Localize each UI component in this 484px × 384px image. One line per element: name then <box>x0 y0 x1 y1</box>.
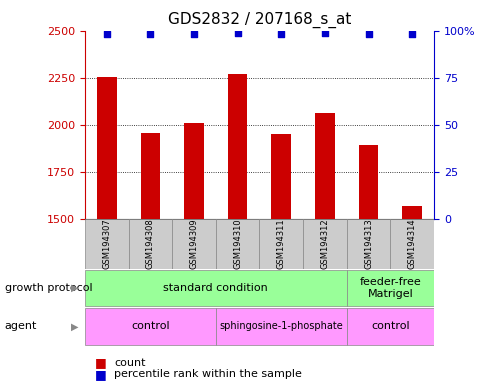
Point <box>364 31 372 38</box>
Bar <box>172 219 215 269</box>
Bar <box>358 146 378 384</box>
Text: GSM194311: GSM194311 <box>276 218 285 269</box>
Bar <box>302 219 346 269</box>
Text: control: control <box>131 321 169 331</box>
Bar <box>215 308 346 345</box>
Bar <box>97 77 116 384</box>
Text: ■: ■ <box>94 368 106 381</box>
Text: agent: agent <box>5 321 37 331</box>
Bar <box>346 270 433 306</box>
Point <box>233 30 241 36</box>
Bar <box>259 219 302 269</box>
Bar <box>346 219 390 269</box>
Text: control: control <box>370 321 409 331</box>
Text: GSM194310: GSM194310 <box>233 218 242 269</box>
Text: sphingosine-1-phosphate: sphingosine-1-phosphate <box>219 321 343 331</box>
Bar <box>315 113 334 384</box>
Bar <box>227 74 247 384</box>
Point <box>190 31 197 38</box>
Text: GSM194308: GSM194308 <box>146 218 154 269</box>
Text: growth protocol: growth protocol <box>5 283 92 293</box>
Text: GSM194307: GSM194307 <box>102 218 111 269</box>
Point <box>320 30 328 36</box>
Title: GDS2832 / 207168_s_at: GDS2832 / 207168_s_at <box>167 12 350 28</box>
Text: ▶: ▶ <box>71 283 79 293</box>
Point <box>146 31 154 38</box>
Text: GSM194314: GSM194314 <box>407 218 416 269</box>
Text: standard condition: standard condition <box>163 283 268 293</box>
Text: GSM194313: GSM194313 <box>363 218 372 269</box>
Bar <box>85 270 346 306</box>
Bar <box>390 219 433 269</box>
Bar <box>184 123 203 384</box>
Bar <box>346 308 433 345</box>
Text: feeder-free
Matrigel: feeder-free Matrigel <box>359 277 421 299</box>
Point <box>408 31 415 38</box>
Bar <box>85 219 128 269</box>
Text: count: count <box>114 358 145 368</box>
Bar <box>271 134 290 384</box>
Bar <box>140 133 160 384</box>
Bar <box>402 206 421 384</box>
Point <box>277 31 285 38</box>
Text: ■: ■ <box>94 356 106 369</box>
Bar <box>85 308 215 345</box>
Bar <box>215 219 259 269</box>
Text: ▶: ▶ <box>71 321 79 331</box>
Text: GSM194312: GSM194312 <box>320 218 329 269</box>
Point <box>103 31 110 38</box>
Bar <box>128 219 172 269</box>
Text: GSM194309: GSM194309 <box>189 218 198 269</box>
Text: percentile rank within the sample: percentile rank within the sample <box>114 369 301 379</box>
